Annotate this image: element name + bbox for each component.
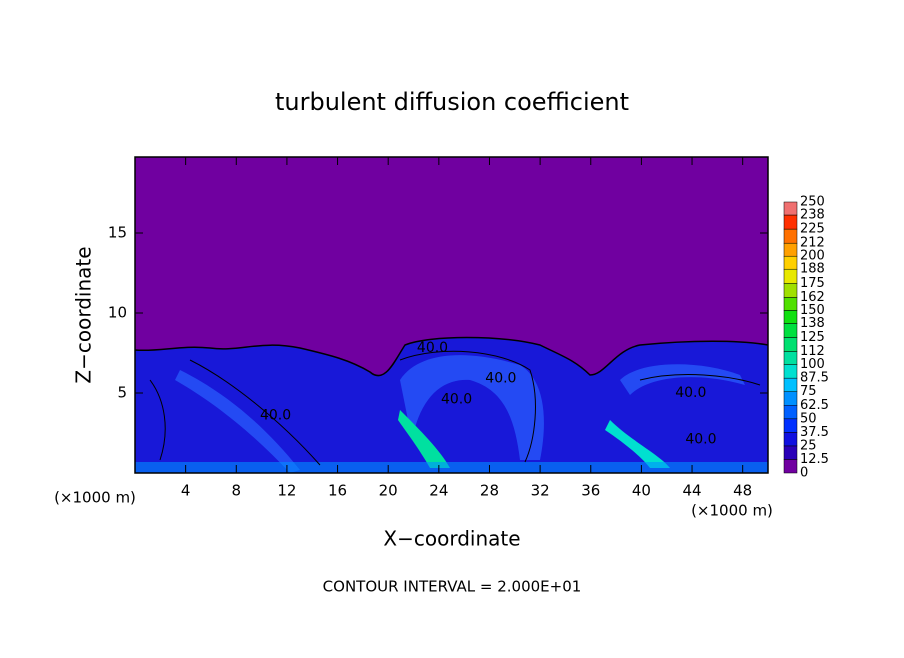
y-tick-label: 10: [108, 304, 127, 322]
contour-label: 40.0: [485, 371, 516, 387]
x-tick-label: 24: [429, 482, 448, 500]
y-axis-label: Z−coordinate: [72, 246, 96, 383]
contour-label: 40.0: [417, 340, 448, 356]
colorbar-label: 150: [800, 303, 825, 318]
x-axis-label: X−coordinate: [383, 527, 520, 551]
x-tick-label: 44: [682, 482, 701, 500]
colorbar-label: 138: [800, 316, 825, 331]
y-tick-label: 15: [108, 224, 127, 242]
colorbar-label: 37.5: [800, 425, 829, 440]
x-tick-label: 8: [232, 482, 242, 500]
colorbar-band: [783, 297, 798, 311]
colorbar-label: 75: [800, 384, 817, 399]
contour-label: 40.0: [685, 431, 716, 447]
footer: CONTOUR INTERVAL = 2.000E+01: [323, 578, 582, 596]
colorbar-label: 200: [800, 249, 825, 264]
x-tick-label: 36: [581, 482, 600, 500]
x-tick-label: 32: [531, 482, 550, 500]
colorbar-band: [783, 351, 798, 365]
contour-label: 40.0: [441, 391, 472, 407]
x-tick-label: 40: [632, 482, 651, 500]
colorbar-band: [783, 228, 798, 244]
colorbar-label: 50: [800, 411, 817, 426]
colorbar-label: 250: [800, 195, 825, 210]
colorbar-band: [783, 255, 798, 270]
plot-frame: [134, 156, 769, 474]
colorbar-label: 212: [800, 236, 825, 251]
x-tick-label: 28: [480, 482, 499, 500]
contour-label: 40.0: [675, 385, 706, 401]
colorbar-band: [783, 310, 798, 324]
x-unit-label: (×1000 m): [691, 502, 773, 520]
x-tick-label: 12: [277, 482, 296, 500]
colorbar-band: [783, 201, 798, 216]
colorbar-label: 162: [800, 290, 825, 305]
contour-label: 40.0: [260, 407, 291, 423]
colorbar-label: 225: [800, 222, 825, 237]
x-tick-label: 48: [733, 482, 752, 500]
colorbar-band: [783, 459, 798, 474]
colorbar-band: [783, 242, 798, 257]
colorbar-band: [783, 337, 798, 352]
colorbar-band: [783, 323, 798, 338]
colorbar-band: [783, 364, 798, 379]
colorbar-band: [783, 445, 798, 460]
colorbar-band: [783, 405, 798, 420]
colorbar-label: 238: [800, 208, 825, 223]
colorbar-band: [783, 391, 798, 406]
field: [134, 157, 769, 473]
x-tick-label: 20: [379, 482, 398, 500]
colorbar-label: 62.5: [800, 398, 829, 413]
colorbar-label: 12.5: [800, 452, 829, 467]
colorbar-band: [783, 432, 798, 447]
colorbar-band: [783, 377, 798, 392]
colorbar-band: [783, 214, 798, 230]
colorbar-label: 0: [800, 466, 808, 481]
x-tick-label: 16: [328, 482, 347, 500]
colorbar-label: 25: [800, 438, 817, 453]
y-unit-label: (×1000 m): [54, 489, 136, 507]
colorbar-band: [783, 268, 798, 284]
colorbar-label: 100: [800, 357, 825, 372]
colorbar-label: 87.5: [800, 371, 829, 386]
colorbar-label: 175: [800, 276, 825, 291]
x-tick-label: 4: [181, 482, 191, 500]
colorbar-label: 112: [800, 344, 825, 359]
colorbar-label: 125: [800, 330, 825, 345]
colorbar-band: [783, 283, 798, 298]
y-tick-label: 5: [117, 384, 127, 402]
colorbar-label: 188: [800, 262, 825, 277]
chart-title: turbulent diffusion coefficient: [275, 88, 629, 116]
colorbar-band: [783, 418, 798, 433]
